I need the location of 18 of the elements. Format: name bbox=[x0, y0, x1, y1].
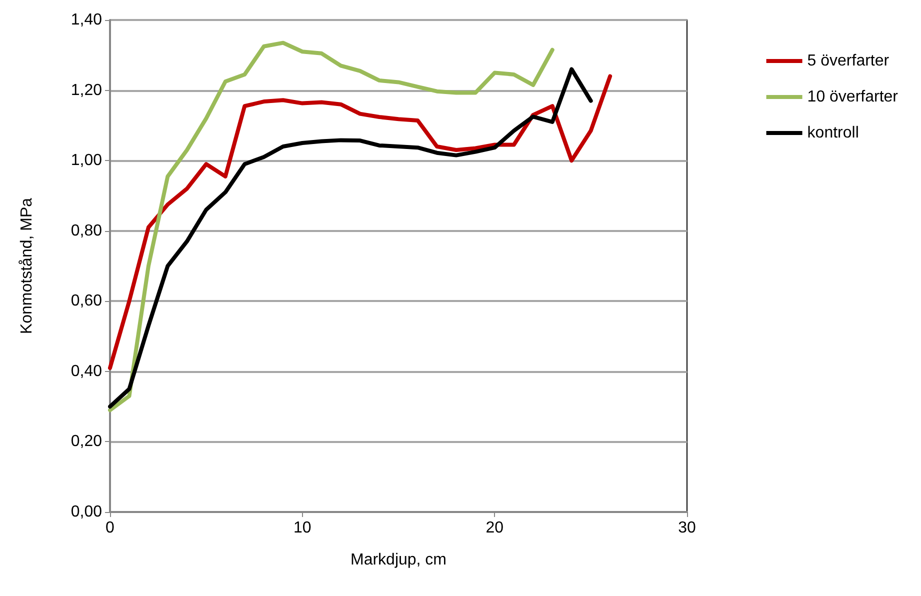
y-tick-label: 0,80 bbox=[70, 222, 102, 240]
x-axis-title: Markdjup, cm bbox=[350, 552, 447, 568]
line-series bbox=[108, 74, 612, 370]
y-tick-label: 1,00 bbox=[70, 152, 102, 170]
y-tick-label: 0,20 bbox=[70, 433, 102, 450]
x-tick-label: 0 bbox=[106, 520, 115, 536]
x-tick-label: 10 bbox=[293, 520, 312, 536]
y-tick-label: 1,40 bbox=[70, 12, 102, 28]
y-axis-title: Konmotstånd, MPa bbox=[18, 198, 36, 334]
y-tick-label: 0,60 bbox=[70, 292, 102, 310]
y-tick-label: 0,40 bbox=[70, 362, 102, 380]
y-tick-label: 0,00 bbox=[70, 504, 102, 520]
x-tick-label: 30 bbox=[678, 520, 696, 536]
legend-label: 5 överfarter bbox=[807, 52, 890, 70]
legend-label: kontroll bbox=[807, 124, 859, 142]
x-tick-label: 20 bbox=[486, 520, 504, 536]
legend-label: 10 överfarter bbox=[807, 88, 899, 106]
y-tick-label: 1,20 bbox=[70, 82, 102, 99]
